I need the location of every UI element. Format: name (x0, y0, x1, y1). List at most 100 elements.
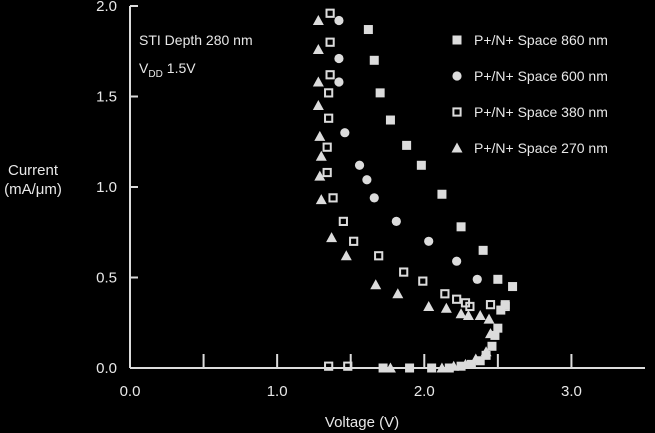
data-point (315, 150, 327, 161)
data-point (437, 189, 447, 199)
data-point (392, 288, 404, 299)
y-tick-label: 0.5 (96, 270, 117, 287)
data-point (325, 37, 335, 47)
data-point (474, 310, 486, 321)
x-axis-label: Voltage (V) (325, 414, 399, 431)
data-point (456, 222, 466, 232)
legend-marker-3 (452, 107, 462, 117)
annotation-vdd-value: 1.5V (167, 60, 196, 76)
series-3 (322, 8, 510, 371)
annotation-vdd-main: V (139, 60, 149, 76)
data-point (340, 250, 352, 261)
data-point (334, 15, 344, 26)
data-point (452, 256, 462, 266)
data-point (324, 113, 334, 123)
annotations: STI Depth 280 nm VDD 1.5V (139, 32, 253, 80)
data-point (322, 142, 332, 152)
data-point (338, 216, 348, 226)
y-tick-label: 1.5 (96, 89, 117, 106)
data-point (322, 167, 332, 178)
data-point (385, 115, 395, 125)
data-point (314, 170, 326, 181)
data-point (340, 128, 350, 138)
legend-label-4: P+/N+ Space 270 nm (474, 140, 608, 156)
data-point (487, 341, 497, 351)
data-point (416, 160, 426, 170)
data-point (483, 313, 495, 324)
data-point (326, 232, 338, 243)
data-point (456, 361, 466, 371)
data-point (312, 43, 324, 54)
annotation-vdd: VDD 1.5V (139, 60, 196, 80)
data-point (459, 358, 471, 369)
data-point (334, 77, 344, 87)
data-point (391, 216, 401, 226)
series-4 (312, 14, 496, 373)
data-point (440, 302, 452, 313)
data-point (418, 276, 428, 286)
data-point (493, 323, 503, 333)
data-point (369, 55, 379, 65)
data-point (423, 300, 435, 311)
data-point (493, 274, 503, 284)
data-point (424, 236, 434, 246)
data-point (465, 301, 475, 312)
data-point (369, 193, 379, 203)
data-point (312, 100, 324, 111)
data-point (470, 353, 482, 364)
series-2 (334, 15, 482, 284)
legend: P+/N+ Space 860 nm P+/N+ Space 600 nm P+/N… (451, 32, 608, 156)
data-point (452, 294, 462, 304)
data-point (436, 362, 448, 373)
data-point (427, 363, 437, 373)
data-point (405, 363, 415, 373)
x-tick-label: 3.0 (561, 383, 582, 400)
data-point (444, 363, 454, 373)
legend-label-2: P+/N+ Space 600 nm (474, 68, 608, 84)
data-point (402, 140, 412, 150)
legend-label-3: P+/N+ Space 380 nm (474, 104, 608, 120)
data-point (325, 70, 335, 80)
data-point (334, 53, 344, 64)
data-point (462, 310, 474, 321)
data-point (485, 300, 496, 310)
data-point (343, 361, 353, 371)
y-axis-label-line1: Current (8, 162, 59, 179)
axis-labels: Voltage (V) Current (mA/μm) (4, 162, 399, 431)
data-point (466, 359, 476, 369)
data-point (362, 175, 372, 185)
data-point (349, 236, 359, 246)
ticks (130, 5, 573, 368)
data-point (490, 330, 500, 340)
data-point (480, 346, 492, 357)
data-point (448, 360, 460, 371)
data-point (370, 279, 382, 290)
legend-label-1: P+/N+ Space 860 nm (474, 32, 608, 48)
data-point (472, 274, 482, 284)
data-point (500, 301, 510, 312)
y-tick-label: 0.0 (96, 360, 117, 377)
data-point (475, 356, 485, 366)
data-point (315, 194, 327, 205)
data-point (325, 8, 335, 18)
x-tick-label: 2.0 (414, 383, 435, 400)
y-axis-label-line2: (mA/μm) (4, 181, 62, 198)
data-point (399, 267, 409, 277)
x-tick-label: 0.0 (120, 383, 141, 400)
series (312, 8, 518, 373)
legend-marker-2 (452, 71, 462, 81)
data-point (324, 88, 334, 98)
data-point (485, 328, 496, 339)
data-point (312, 76, 324, 87)
legend-marker-1 (452, 35, 462, 45)
data-point (312, 14, 324, 25)
data-point (478, 245, 488, 255)
data-point (375, 88, 385, 98)
data-point (328, 193, 338, 203)
y-tick-label: 2.0 (96, 0, 117, 15)
data-point (455, 308, 467, 319)
data-point (378, 363, 388, 373)
y-tick-label: 1.0 (96, 179, 117, 196)
x-tick-label: 1.0 (267, 383, 288, 400)
